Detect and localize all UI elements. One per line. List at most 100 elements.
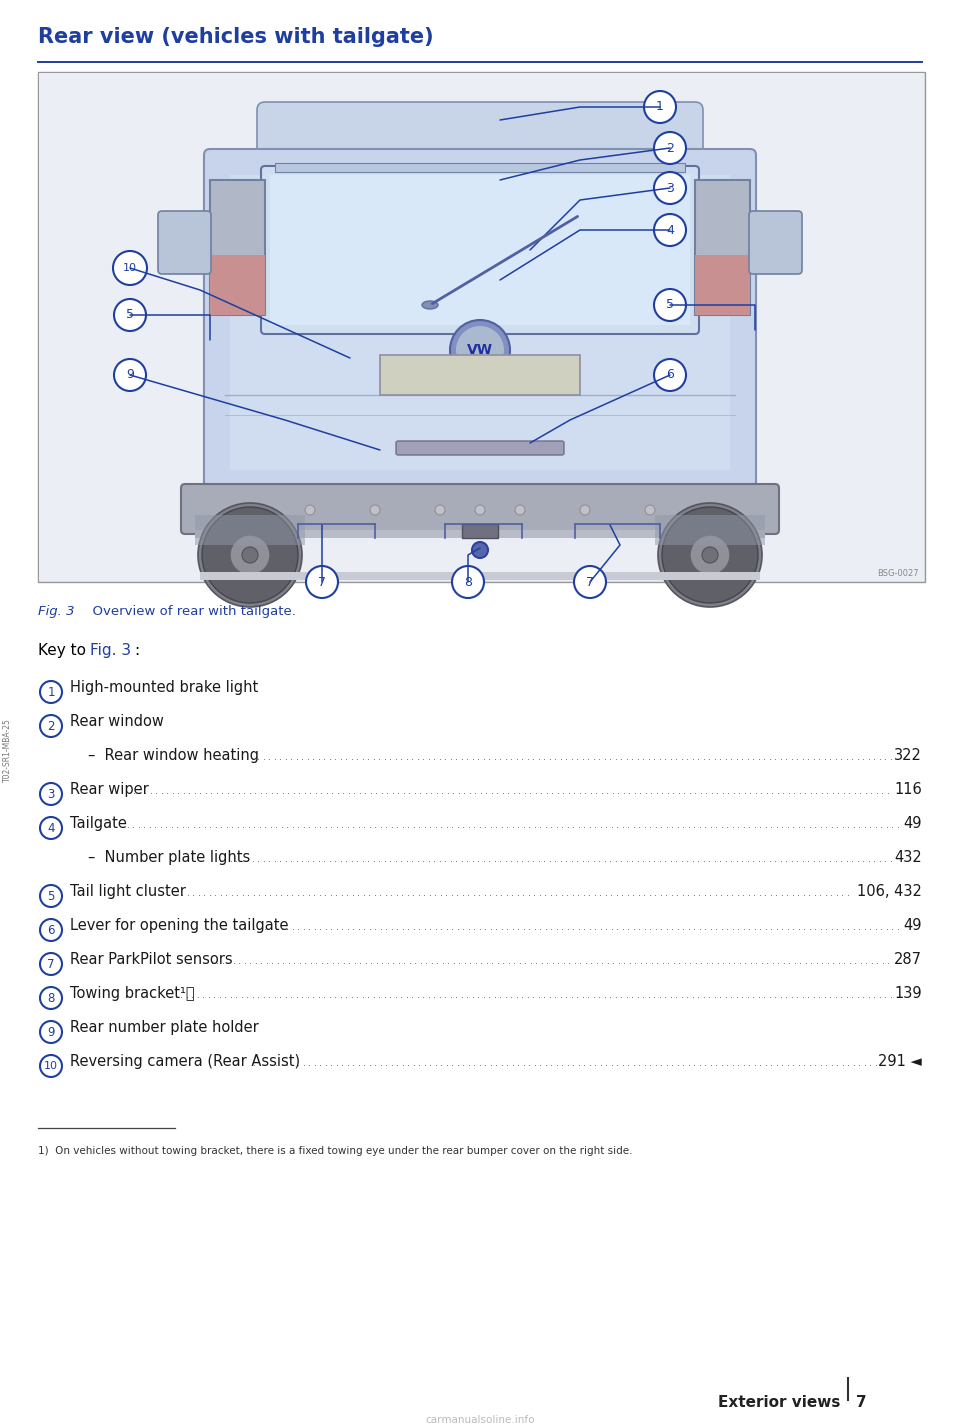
Text: 7: 7 — [586, 575, 594, 588]
FancyBboxPatch shape — [270, 175, 690, 325]
Text: :: : — [134, 644, 139, 658]
Circle shape — [654, 289, 686, 320]
Text: 322: 322 — [894, 748, 922, 763]
Circle shape — [654, 132, 686, 164]
Text: Fig. 3: Fig. 3 — [90, 644, 132, 658]
Circle shape — [40, 953, 62, 975]
Text: 106, 432: 106, 432 — [857, 884, 922, 899]
Text: 2: 2 — [47, 719, 55, 732]
Text: 6: 6 — [666, 369, 674, 382]
Text: T02-SR1-MBA-25: T02-SR1-MBA-25 — [3, 718, 12, 782]
Circle shape — [472, 543, 488, 558]
Circle shape — [450, 320, 510, 380]
FancyBboxPatch shape — [200, 572, 760, 580]
Circle shape — [40, 1021, 62, 1042]
Text: –  Number plate lights: – Number plate lights — [88, 850, 251, 864]
Circle shape — [305, 506, 315, 515]
Circle shape — [580, 506, 590, 515]
FancyBboxPatch shape — [695, 255, 750, 315]
Text: –  Rear window heating: – Rear window heating — [88, 748, 259, 763]
Text: Rear ParkPilot sensors: Rear ParkPilot sensors — [70, 953, 232, 967]
Text: Tailgate: Tailgate — [70, 816, 127, 832]
Circle shape — [644, 91, 676, 122]
Circle shape — [198, 503, 302, 607]
Text: 9: 9 — [47, 1025, 55, 1038]
FancyBboxPatch shape — [38, 73, 925, 582]
Text: 116: 116 — [895, 782, 922, 797]
Circle shape — [306, 565, 338, 598]
Text: 287: 287 — [894, 953, 922, 967]
Text: 5: 5 — [47, 890, 55, 903]
Circle shape — [40, 783, 62, 805]
Text: High-mounted brake light: High-mounted brake light — [70, 681, 258, 695]
Text: 3: 3 — [666, 181, 674, 195]
Text: Exterior views: Exterior views — [718, 1396, 840, 1410]
Text: 291 ◄: 291 ◄ — [878, 1054, 922, 1069]
FancyBboxPatch shape — [39, 73, 924, 581]
FancyBboxPatch shape — [261, 167, 699, 335]
Circle shape — [40, 884, 62, 907]
Text: 3: 3 — [47, 787, 55, 800]
FancyBboxPatch shape — [380, 355, 580, 394]
Text: 432: 432 — [895, 850, 922, 864]
Circle shape — [242, 547, 258, 562]
FancyBboxPatch shape — [181, 484, 779, 534]
Circle shape — [645, 506, 655, 515]
Circle shape — [113, 251, 147, 285]
Circle shape — [654, 172, 686, 204]
Circle shape — [662, 507, 758, 602]
Circle shape — [515, 506, 525, 515]
Text: 139: 139 — [895, 985, 922, 1001]
Text: 1: 1 — [47, 685, 55, 699]
FancyBboxPatch shape — [462, 524, 498, 538]
Circle shape — [658, 503, 762, 607]
Circle shape — [435, 506, 445, 515]
FancyBboxPatch shape — [195, 530, 765, 538]
Circle shape — [475, 506, 485, 515]
Circle shape — [202, 507, 298, 602]
Text: Tail light cluster: Tail light cluster — [70, 884, 186, 899]
Text: carmanualsoline.info: carmanualsoline.info — [425, 1415, 535, 1424]
Text: 7: 7 — [47, 957, 55, 971]
Circle shape — [40, 715, 62, 738]
Text: 7: 7 — [318, 575, 326, 588]
Text: 49: 49 — [903, 816, 922, 832]
FancyBboxPatch shape — [230, 175, 730, 470]
Text: 8: 8 — [47, 991, 55, 1004]
Text: 8: 8 — [464, 575, 472, 588]
Text: 6: 6 — [47, 924, 55, 937]
Text: VW: VW — [467, 343, 493, 357]
FancyBboxPatch shape — [158, 211, 211, 273]
Text: Rear wiper: Rear wiper — [70, 782, 149, 797]
Text: 5: 5 — [666, 299, 674, 312]
Text: 49: 49 — [903, 918, 922, 933]
Text: BSG-0027: BSG-0027 — [877, 570, 919, 578]
FancyBboxPatch shape — [204, 150, 756, 496]
Circle shape — [690, 535, 730, 575]
FancyBboxPatch shape — [275, 162, 685, 172]
Text: 5: 5 — [126, 309, 134, 322]
Text: Rear window: Rear window — [70, 713, 164, 729]
Text: Key to: Key to — [38, 644, 91, 658]
Text: 1)  On vehicles without towing bracket, there is a fixed towing eye under the re: 1) On vehicles without towing bracket, t… — [38, 1146, 633, 1156]
Ellipse shape — [422, 300, 438, 309]
Text: 1: 1 — [656, 101, 664, 114]
FancyBboxPatch shape — [257, 103, 703, 168]
Circle shape — [654, 214, 686, 246]
Circle shape — [40, 987, 62, 1010]
Circle shape — [476, 365, 484, 372]
FancyBboxPatch shape — [195, 515, 305, 545]
FancyBboxPatch shape — [396, 441, 564, 456]
Circle shape — [40, 1055, 62, 1077]
Circle shape — [456, 326, 504, 375]
Text: Overview of rear with tailgate.: Overview of rear with tailgate. — [84, 605, 296, 618]
FancyBboxPatch shape — [210, 179, 265, 315]
Circle shape — [370, 506, 380, 515]
Circle shape — [654, 359, 686, 392]
FancyBboxPatch shape — [655, 515, 765, 545]
Text: Lever for opening the tailgate: Lever for opening the tailgate — [70, 918, 289, 933]
Circle shape — [40, 681, 62, 703]
Text: 4: 4 — [47, 822, 55, 834]
Circle shape — [230, 535, 270, 575]
Text: 4: 4 — [666, 224, 674, 236]
